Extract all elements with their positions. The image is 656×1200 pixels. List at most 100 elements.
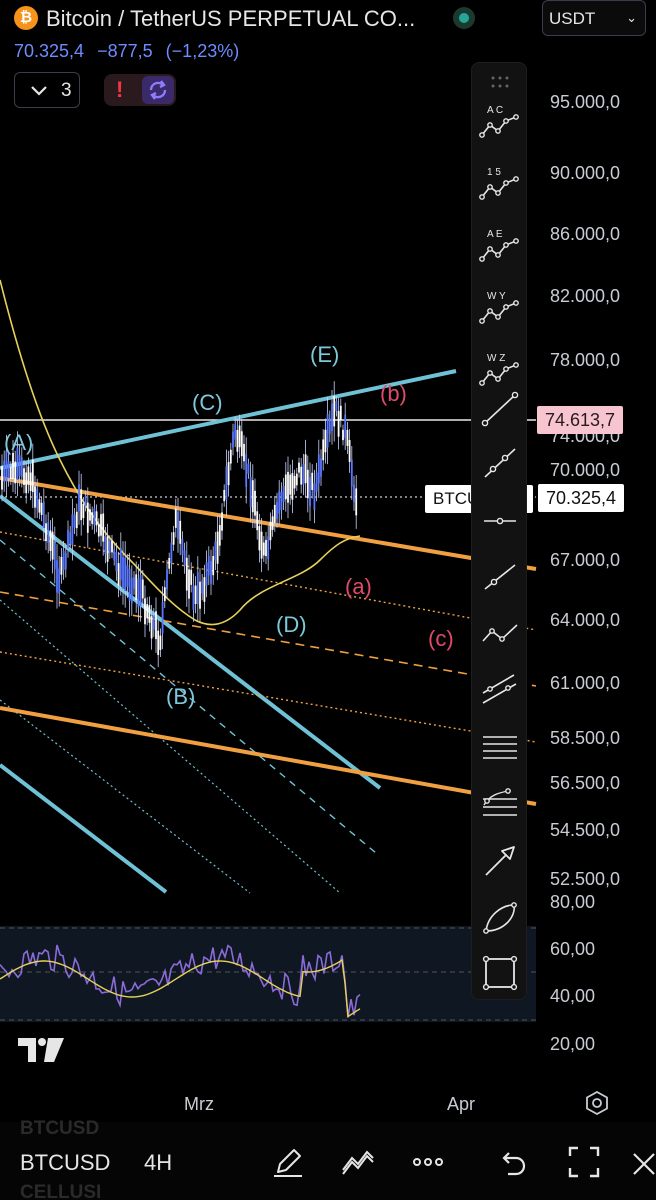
price-summary: 70.325,4 −877,5 (−1,23%) [14,41,247,62]
horizontal-ray-tool[interactable] [478,499,522,543]
triangle-wave-tool[interactable]: A E [478,225,522,269]
warning-icon[interactable]: ! [116,77,124,102]
price-axis-label: 95.000,0 [550,92,621,112]
tool-label: W Z [487,353,505,364]
currency-select[interactable]: USDT ⌄ [542,0,646,36]
tool-label: W Y [487,291,506,302]
impulse-wave-tool[interactable]: 1 5 [478,163,522,207]
wave-label-C[interactable]: (C) [192,390,223,415]
wave-label-b[interactable]: (b) [380,381,407,406]
drawing-toolbar: A C 1 5 A E W Y [471,62,527,1000]
price-axis-label: 52.500,0 [550,869,621,889]
price-axis-label: 86.000,0 [550,224,621,244]
arrow-icon [485,846,515,876]
price-chart[interactable] [0,0,656,1122]
tool-label: A E [487,229,503,240]
wave-label-B[interactable]: (B) [166,684,196,709]
bottom-toolbar: BTCUSD CELLUSI BTCUSD 4H [0,1118,656,1200]
triple-combo-tool[interactable]: W Z [478,349,522,393]
upper-trendline[interactable] [0,369,457,470]
wave-label-D[interactable]: (D) [276,612,307,637]
orange-lower-line[interactable] [0,706,537,806]
symbol-title[interactable]: Bitcoin / TetherUS PERPETUAL CO... [46,6,416,31]
price-axis-label: 64.000,0 [550,610,621,630]
settings-icon[interactable] [584,1090,610,1116]
trend-line-icon [481,391,519,427]
arc-tool[interactable] [478,895,522,939]
trend-angle-icon [482,624,518,642]
rsi-axis-label: 20,00 [550,1034,596,1054]
horizontal-line-icon [484,517,516,525]
close-icon[interactable] [628,1144,656,1180]
orange-dashed-line [0,591,537,687]
interval-button[interactable]: 4H [144,1150,173,1175]
price-axis-label: 54.500,0 [550,820,621,840]
candlestick-series[interactable] [1,381,358,668]
sync-icon [149,80,167,100]
dotted-channel-line [0,599,341,894]
current-price-tag: 70.325,4 [538,484,625,512]
extended-line-tool[interactable] [478,555,522,599]
high-price-tag: 74.613,7 [537,406,624,434]
wave-label-a[interactable]: (a) [345,574,372,599]
parallel-channel-tool[interactable] [478,667,522,711]
ray-icon [484,448,516,478]
indicators-icon[interactable] [340,1144,376,1180]
double-combo-tool[interactable]: W Y [478,287,522,331]
ghost-symbol-label: BTCUSD [20,1118,100,1139]
wave-label-A[interactable]: (A) [4,430,34,455]
symbol-button[interactable]: BTCUSD [20,1150,111,1175]
price-axis-label: 58.500,0 [550,728,621,748]
wave-double-combo-icon: W Y [479,291,519,324]
ray-tool[interactable] [478,441,522,485]
price-axis-label: 70.000,0 [550,460,621,480]
arc-icon [483,902,517,934]
orange-upper-line[interactable] [0,476,537,571]
time-axis-label: Mrz [184,1094,214,1114]
bitcoin-logo-icon: ₿ [14,6,38,30]
parallel-channel-icon [482,674,517,704]
undo-icon[interactable] [494,1144,530,1180]
tradingview-logo-icon [18,1038,64,1062]
rsi-axis-label: 40,00 [550,986,596,1006]
fullscreen-icon[interactable] [566,1144,602,1180]
extended-line-icon [484,564,516,590]
price-change-abs: −877,5 [97,41,153,61]
indicators-toggle-button[interactable]: 3 [14,72,80,108]
more-options-icon[interactable] [410,1144,446,1180]
price-axis-label: 56.500,0 [550,773,621,793]
horizontal-lines-tool[interactable] [478,725,522,769]
rsi-axis-label: 60,00 [550,939,596,959]
alerts-group[interactable]: ! [104,74,176,106]
arrow-tool[interactable] [478,839,522,883]
wave-impulse-icon: 1 5 [479,167,519,200]
sync-button[interactable] [142,76,174,104]
tool-label: 1 5 [487,167,501,178]
lower-trendline-2[interactable] [0,763,168,894]
price-change-pct: (−1,23%) [165,41,240,61]
market-open-icon [453,7,475,29]
fib-retracement-tool[interactable] [478,781,522,825]
rsi-line [0,944,361,1018]
wave-label-E[interactable]: (E) [310,342,340,367]
wave-triangle-icon: A E [479,229,519,262]
horizontal-lines-icon [483,736,517,759]
lower-trendline[interactable] [0,494,382,790]
drawing-pencil-icon[interactable] [270,1144,306,1180]
chevron-down-icon: ⌄ [626,10,637,25]
moving-average-line [0,279,361,626]
dashed-channel-line [0,539,377,854]
orange-dotted-line [0,531,537,631]
drag-handle-icon[interactable] [490,75,510,89]
rsi-ma-line [0,959,361,1018]
rectangle-tool[interactable] [478,951,522,995]
wave-abc-icon: A C [479,105,519,138]
abc-pattern-tool[interactable]: A C [478,101,522,145]
price-axis-label: 90.000,0 [550,163,621,183]
currency-value: USDT [549,9,596,28]
trend-angle-tool[interactable] [478,611,522,655]
trend-line-tool[interactable] [478,387,522,431]
tool-label: A C [487,105,503,116]
wave-label-c[interactable]: (c) [428,626,454,651]
ghost-symbol-label: CELLUSI [20,1182,102,1200]
